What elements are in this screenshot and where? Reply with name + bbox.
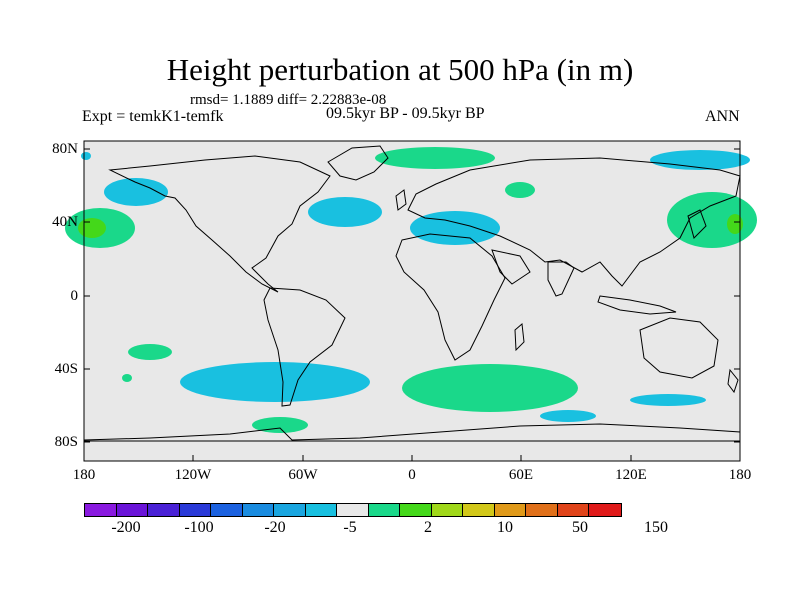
anomaly-region <box>650 150 750 170</box>
coastline-japan <box>687 209 707 239</box>
coastline-madagascar <box>514 323 525 352</box>
anomaly-region <box>505 182 535 198</box>
coastline-britain <box>395 189 407 211</box>
colorbar-label: -100 <box>184 519 214 536</box>
coastline-new-zealand <box>727 368 739 394</box>
stats-label: rmsd= 1.1889 diff= 2.22883e-08 <box>190 92 387 108</box>
anomaly-core <box>727 214 743 234</box>
anomaly-region <box>252 417 308 433</box>
colorbar-label: -200 <box>111 519 141 536</box>
lat-label-80s: 80S <box>54 434 78 450</box>
colorbar-swatch <box>148 504 180 516</box>
lat-label-80n: 80N <box>52 141 78 157</box>
coastline-india <box>547 261 575 297</box>
anomaly-region <box>410 211 500 245</box>
period-label: 09.5kyr BP - 09.5kyr BP <box>326 105 485 122</box>
colorbar-swatch <box>337 504 369 516</box>
lat-label-40n: 40N <box>52 214 78 230</box>
anomaly-region <box>667 192 757 248</box>
colorbar-swatch <box>589 504 621 516</box>
colorbar-swatch <box>494 504 526 516</box>
anomaly-region <box>375 147 495 169</box>
anomaly-region <box>630 394 706 406</box>
colorbar-swatch <box>368 504 400 516</box>
colorbar <box>84 503 622 517</box>
colorbar-swatch <box>85 504 117 516</box>
colorbar-swatch <box>211 504 243 516</box>
anomaly-region <box>402 364 578 412</box>
anomaly-region <box>104 178 168 206</box>
coastline-africa <box>395 233 506 361</box>
coastline-greenland <box>327 145 389 181</box>
colorbar-swatch <box>242 504 274 516</box>
lon-label-180e: 180 <box>728 467 752 483</box>
colorbar-label: 150 <box>644 519 668 536</box>
lon-label-60e: 60E <box>508 467 534 483</box>
anomaly-region <box>308 197 382 227</box>
colorbar-swatch <box>463 504 495 516</box>
colorbar-swatch <box>116 504 148 516</box>
anomaly-core <box>78 218 106 238</box>
anomaly-region <box>81 152 91 160</box>
colorbar-label: 50 <box>572 519 588 536</box>
lon-label-120e: 120E <box>615 467 647 483</box>
colorbar-label: -20 <box>264 519 286 536</box>
map-background <box>84 141 740 461</box>
coastline-eurasia <box>407 157 741 287</box>
coastline-arabia <box>491 249 531 285</box>
coastline-indonesia <box>597 295 677 315</box>
anomaly-region <box>128 344 172 360</box>
colorbar-swatch <box>557 504 589 516</box>
lon-label-60w: 60W <box>288 467 318 483</box>
anomaly-region <box>122 374 132 382</box>
season-label: ANN <box>705 108 740 125</box>
colorbar-label: 2 <box>424 519 432 536</box>
lon-label-0: 0 <box>408 467 416 483</box>
lat-ticks <box>84 148 740 443</box>
coastline-australia <box>639 317 719 379</box>
colorbar-swatch <box>179 504 211 516</box>
colorbar-swatch <box>305 504 337 516</box>
lat-label-0: 0 <box>70 288 79 304</box>
lon-label-180w: 180 <box>72 467 96 483</box>
colorbar-swatch <box>431 504 463 516</box>
coastline-south-america <box>263 287 346 407</box>
colorbar-swatch <box>274 504 306 516</box>
anomaly-region <box>540 410 596 422</box>
lat-label-40s: 40S <box>54 361 78 377</box>
lon-ticks <box>83 455 741 461</box>
colorbar-swatch <box>400 504 432 516</box>
coastline-north-america <box>108 155 331 293</box>
chart-title: Height perturbation at 500 hPa (in m) <box>166 52 634 87</box>
colorbar-label: 10 <box>497 519 513 536</box>
lon-label-120w: 120W <box>174 467 212 483</box>
anomaly-region <box>180 362 370 402</box>
experiment-label: Expt = temkK1-temfk <box>82 108 224 125</box>
colorbar-label: -5 <box>343 519 357 536</box>
colorbar-swatch <box>526 504 558 516</box>
